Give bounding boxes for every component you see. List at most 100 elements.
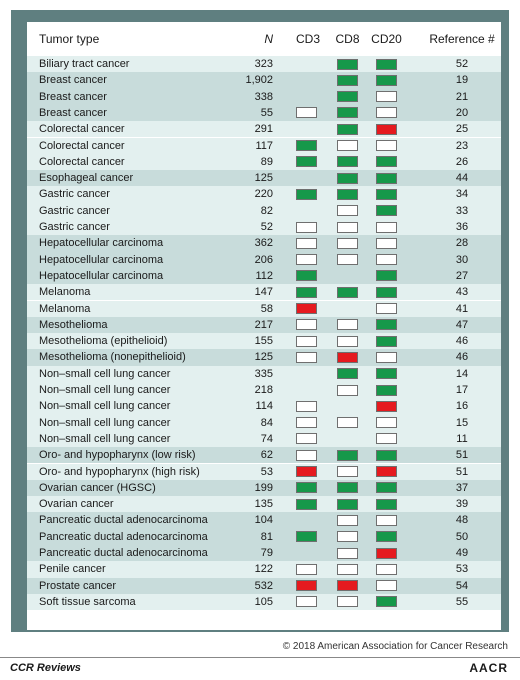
- reference-cell: 11: [456, 432, 468, 445]
- cd20-marker: [376, 482, 397, 494]
- table-row: Breast cancer 55 20: [27, 104, 501, 122]
- n-cell: 89: [260, 155, 273, 168]
- cd20-marker: [376, 547, 397, 559]
- table-row: Prostate cancer 532 54: [27, 577, 501, 594]
- cd20-marker: [376, 400, 397, 412]
- n-cell: 338: [254, 90, 273, 103]
- table-row: Oro- and hypopharynx (high risk) 53 51: [27, 463, 501, 480]
- cd20-marker: [376, 107, 397, 119]
- table-row: Ovarian cancer 135 39: [27, 496, 501, 513]
- table-row: Pancreatic ductal adenocarcinoma 81 50: [27, 528, 501, 545]
- tumor-type-cell: Non–small cell lung cancer: [39, 416, 171, 429]
- tumor-type-cell: Breast cancer: [39, 106, 107, 119]
- n-cell: 79: [260, 547, 273, 559]
- table-row: Melanoma 147 43: [27, 284, 501, 301]
- reference-cell: 33: [455, 204, 469, 217]
- cd3-marker: [296, 596, 317, 608]
- reference-cell: 20: [455, 106, 469, 119]
- cd3-marker: [296, 580, 317, 592]
- cd8-marker: [337, 319, 358, 331]
- tumor-type-cell: Non–small cell lung cancer: [39, 367, 171, 380]
- reference-cell: 55: [455, 595, 469, 608]
- table-row: Non–small cell lung cancer 335 14: [27, 365, 501, 382]
- tumor-type-cell: Mesothelioma (epithelioid): [39, 335, 168, 348]
- table-row: Biliary tract cancer 323 52: [27, 56, 501, 73]
- reference-cell: 44: [455, 172, 469, 185]
- n-cell: 135: [254, 498, 273, 511]
- table-row: Gastric cancer 82 33: [27, 202, 501, 219]
- n-cell: 155: [254, 335, 273, 348]
- tumor-type-cell: Non–small cell lung cancer: [39, 384, 171, 396]
- n-cell: 112: [255, 269, 273, 282]
- n-cell: 532: [254, 579, 273, 592]
- table-row: Penile cancer 122 53: [27, 561, 501, 578]
- table-row: Non–small cell lung cancer 218 17: [27, 382, 501, 399]
- cd20-marker: [376, 205, 397, 217]
- reference-cell: 53: [455, 563, 469, 576]
- cd20-marker: [376, 596, 397, 608]
- tumor-type-cell: Gastric cancer: [39, 221, 110, 233]
- table-row: Hepatocellular carcinoma 112 27: [27, 267, 501, 285]
- n-cell: 218: [254, 384, 273, 396]
- cd20-marker: [376, 368, 397, 380]
- cd8-marker: [337, 335, 358, 347]
- table-row: Mesothelioma 217 47: [27, 316, 501, 334]
- n-cell: 105: [254, 595, 273, 608]
- tumor-type-cell: Colorectal cancer: [39, 123, 125, 136]
- cd8-marker: [337, 417, 358, 429]
- n-cell: 199: [254, 481, 273, 494]
- cd8-marker: [337, 531, 358, 543]
- cd20-marker: [376, 563, 397, 575]
- cd3-marker: [296, 433, 317, 445]
- cd20-marker: [376, 498, 397, 510]
- table-row: Mesothelioma (nonepithelioid) 125 46: [27, 349, 501, 366]
- cd8-marker: [337, 596, 358, 608]
- cd20-marker: [376, 237, 397, 249]
- reference-cell: 27: [455, 269, 469, 282]
- cd20-marker: [376, 384, 397, 396]
- cd20-marker: [376, 140, 397, 151]
- cd20-marker: [376, 270, 397, 282]
- table-row: Breast cancer 1,902 19: [27, 72, 501, 89]
- cd20-marker: [376, 221, 397, 233]
- cd8-marker: [337, 123, 358, 135]
- cd8-marker: [337, 58, 358, 70]
- cd3-marker: [296, 188, 317, 200]
- cd8-marker: [337, 254, 358, 266]
- cd3-marker: [296, 563, 317, 575]
- n-cell: 82: [260, 204, 273, 217]
- tumor-type-cell: Gastric cancer: [39, 188, 110, 201]
- tumor-type-cell: Ovarian cancer: [39, 498, 114, 511]
- cd3-marker: [296, 498, 317, 510]
- table-row: Colorectal cancer 89 26: [27, 153, 501, 171]
- tumor-type-cell: Colorectal cancer: [39, 139, 125, 152]
- n-cell: 84: [260, 416, 273, 429]
- n-cell: 104: [254, 514, 273, 527]
- tumor-type-cell: Melanoma: [39, 302, 91, 315]
- tumor-type-cell: Ovarian cancer (HGSC): [39, 481, 156, 494]
- tumor-type-cell: Esophageal cancer: [39, 172, 134, 185]
- n-cell: 125: [254, 351, 273, 364]
- reference-cell: 54: [455, 579, 469, 592]
- tumor-type-cell: Biliary tract cancer: [39, 58, 130, 70]
- tumor-type-cell: Melanoma: [39, 286, 91, 299]
- reference-cell: 43: [455, 286, 469, 299]
- tumor-type-cell: Hepatocellular carcinoma: [39, 237, 164, 250]
- cd20-marker: [376, 254, 397, 266]
- tumor-type-cell: Gastric cancer: [39, 204, 110, 217]
- cd8-marker: [337, 237, 358, 249]
- cd8-marker: [337, 563, 358, 575]
- cd20-marker: [376, 123, 397, 135]
- table-row: Gastric cancer 220 34: [27, 186, 501, 203]
- reference-cell: 19: [455, 74, 469, 87]
- cd3-marker: [296, 270, 317, 282]
- cd3-marker: [296, 417, 317, 429]
- reference-cell: 34: [455, 188, 469, 201]
- table-row: Soft tissue sarcoma 105 55: [27, 593, 501, 611]
- cd3-marker: [296, 351, 317, 363]
- cd20-marker: [376, 74, 397, 86]
- header-tumor-type: Tumor type: [39, 32, 100, 46]
- n-cell: 147: [254, 286, 273, 299]
- reference-cell: 47: [455, 318, 469, 331]
- tumor-type-cell: Non–small cell lung cancer: [39, 432, 171, 445]
